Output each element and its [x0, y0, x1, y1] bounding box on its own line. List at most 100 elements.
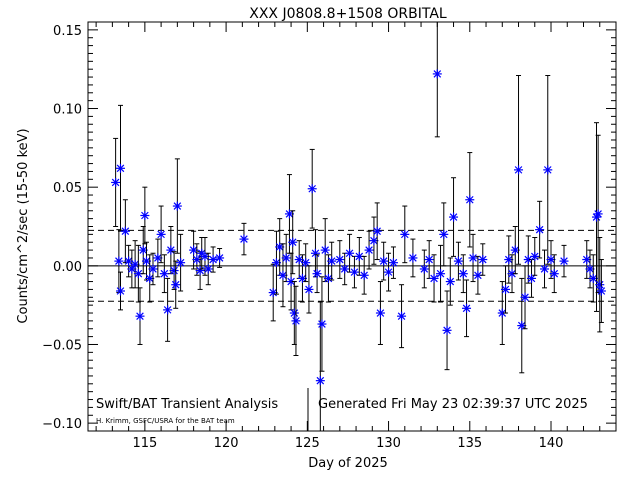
marker-stroke	[340, 265, 349, 273]
data-point	[203, 252, 213, 286]
marker-stroke	[595, 280, 604, 289]
data-point	[468, 233, 478, 283]
marker-stroke	[173, 202, 182, 210]
data-point	[478, 243, 488, 276]
data-point	[215, 248, 225, 268]
data-point	[301, 243, 311, 283]
data-point	[115, 104, 125, 232]
marker-stroke	[272, 258, 281, 267]
marker-stroke	[474, 271, 482, 280]
marker-stroke	[420, 265, 429, 273]
marker-stroke	[290, 309, 299, 317]
marker-stroke	[124, 257, 133, 265]
data-point	[364, 230, 374, 270]
data-point	[442, 290, 452, 371]
data-point	[504, 235, 514, 284]
data-point	[375, 281, 385, 345]
data-point	[148, 252, 158, 286]
data-point	[439, 202, 449, 267]
marker-stroke	[145, 274, 154, 283]
y-axis-label: Counts/cm^2/sec (15-50 keV)	[16, 128, 31, 323]
annotation-left: Swift/BAT Transient Analysis	[96, 397, 278, 412]
marker-stroke	[160, 269, 169, 278]
data-point	[372, 202, 382, 261]
data-point	[432, 21, 442, 138]
data-point	[384, 252, 394, 292]
marker-stroke	[139, 246, 148, 254]
data-point	[135, 287, 145, 345]
marker-stroke	[116, 164, 125, 173]
x-tick-label: 115	[132, 436, 157, 451]
marker-stroke	[305, 285, 313, 294]
data-point	[172, 158, 182, 254]
data-point	[171, 260, 181, 309]
data-point	[288, 210, 298, 275]
marker-stroke	[511, 246, 520, 254]
marker-stroke	[582, 255, 591, 264]
marker-stroke	[149, 265, 157, 273]
data-points	[111, 21, 606, 432]
data-point	[596, 259, 606, 323]
data-point	[559, 244, 569, 278]
marker-stroke	[508, 269, 516, 278]
data-point	[166, 226, 176, 275]
marker-stroke	[288, 238, 297, 247]
marker-stroke	[439, 230, 448, 239]
marker-stroke	[282, 254, 291, 262]
marker-stroke	[193, 255, 201, 264]
marker-stroke	[345, 249, 354, 258]
marker-stroke	[128, 265, 136, 273]
data-point	[540, 249, 550, 289]
marker-stroke	[433, 70, 442, 78]
x-axis-label: Day of 2025	[308, 456, 388, 471]
marker-stroke	[167, 246, 175, 254]
data-point	[156, 205, 166, 264]
marker-stroke	[379, 257, 388, 265]
marker-stroke	[308, 184, 316, 193]
x-axis-ticks: 115 120 125 130 135 140	[95, 22, 617, 451]
x-tick-label: 135	[457, 436, 482, 451]
marker-stroke	[560, 257, 568, 265]
marker-stroke	[301, 258, 310, 267]
data-point	[176, 233, 186, 292]
marker-stroke	[589, 274, 598, 283]
data-point	[304, 265, 314, 314]
data-point	[445, 257, 455, 306]
data-point	[593, 134, 603, 294]
data-point	[281, 233, 291, 283]
chart-title: XXX J0808.8+1508 ORBITAL	[249, 6, 447, 22]
data-point	[163, 277, 173, 342]
marker-stroke	[355, 252, 364, 261]
annotation-right: Generated Fri May 23 02:39:37 UTC 2025	[318, 397, 588, 412]
marker-stroke	[597, 287, 606, 295]
marker-stroke	[517, 321, 526, 330]
y-tick-label: 0.10	[53, 103, 82, 118]
data-point	[335, 240, 345, 279]
data-point	[530, 237, 540, 276]
marker-stroke	[465, 195, 474, 204]
marker-stroke	[504, 255, 513, 264]
data-point	[424, 240, 434, 279]
data-point	[517, 277, 527, 374]
x-tick-label: 120	[214, 436, 239, 451]
marker-stroke	[376, 309, 385, 317]
marker-stroke	[111, 178, 120, 187]
data-point	[359, 255, 369, 295]
marker-stroke	[170, 266, 178, 275]
data-point	[291, 285, 301, 356]
data-point	[111, 137, 121, 227]
marker-stroke	[131, 260, 139, 269]
data-point	[595, 237, 605, 333]
marker-stroke	[295, 255, 303, 264]
data-point	[507, 254, 517, 294]
data-point	[120, 199, 130, 264]
data-point	[453, 241, 463, 281]
data-point	[340, 252, 350, 286]
marker-stroke	[365, 246, 373, 254]
marker-stroke	[189, 246, 198, 254]
marker-stroke	[401, 230, 409, 239]
data-point	[307, 148, 317, 229]
annotation-credit: H. Krimm, GSFC/USRA for the BAT team	[96, 417, 235, 425]
marker-stroke	[215, 254, 224, 262]
marker-stroke	[121, 227, 130, 236]
